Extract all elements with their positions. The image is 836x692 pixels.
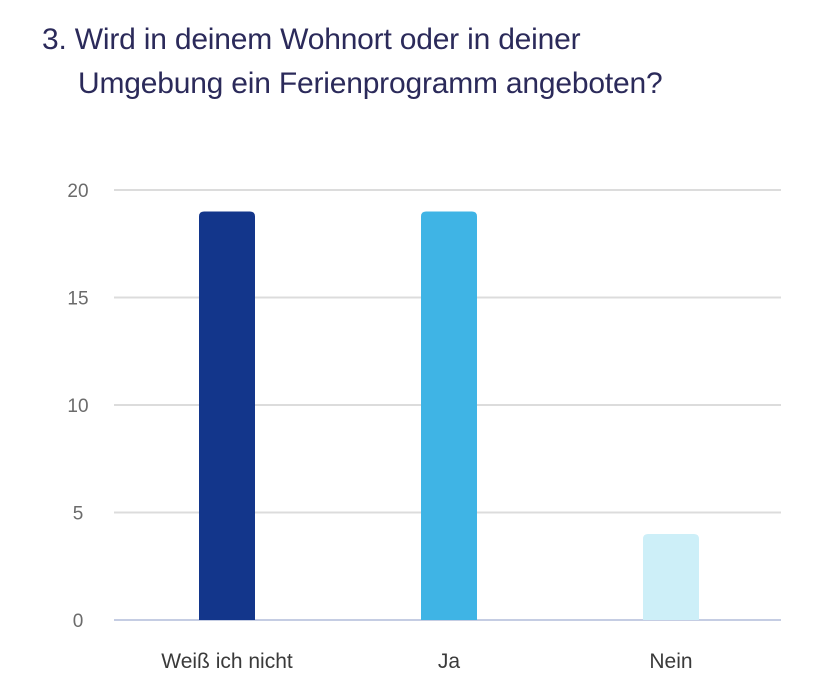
title-line-1: 3. Wird in deinem Wohnort oder in deiner bbox=[42, 23, 581, 56]
chart-title: 3. Wird in deinem Wohnort oder in deiner… bbox=[42, 18, 663, 106]
bars bbox=[199, 211, 699, 620]
title-line-2: Umgebung ein Ferienprogramm angeboten? bbox=[78, 67, 663, 100]
bar-wei-ich-nicht bbox=[199, 211, 255, 620]
x-tick-label: Weiß ich nicht bbox=[161, 650, 293, 673]
x-axis-labels: Weiß ich nicht Ja Nein bbox=[161, 650, 692, 673]
x-tick-label: Ja bbox=[438, 650, 461, 673]
y-tick-label: 10 bbox=[67, 396, 88, 417]
y-tick-label: 0 bbox=[73, 611, 84, 632]
y-tick-label: 20 bbox=[67, 181, 88, 202]
bar-nein bbox=[643, 534, 699, 620]
y-axis-ticks: 0 5 10 15 20 bbox=[67, 181, 88, 632]
x-tick-label: Nein bbox=[649, 650, 692, 673]
bar-ja bbox=[421, 211, 477, 620]
y-tick-label: 15 bbox=[67, 289, 88, 310]
y-tick-label: 5 bbox=[73, 504, 84, 525]
